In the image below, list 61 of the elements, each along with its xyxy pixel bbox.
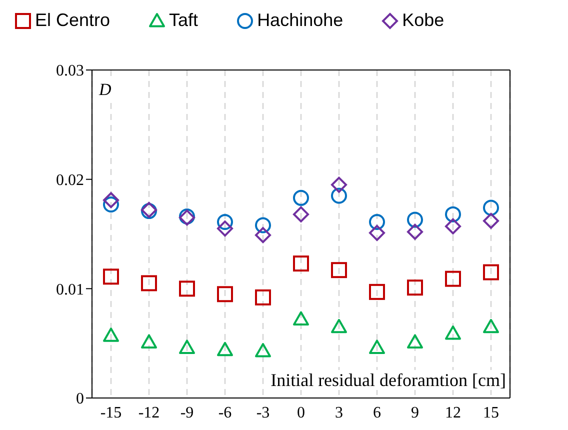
- y-tick-label: 0.03: [56, 62, 84, 80]
- point: [141, 275, 157, 292]
- point: [331, 176, 347, 193]
- point: [255, 217, 271, 234]
- legend-label: Kobe: [401, 10, 444, 31]
- point: [293, 206, 309, 222]
- point: [103, 192, 119, 208]
- point: [445, 270, 461, 287]
- point: [293, 190, 309, 206]
- point: [179, 340, 195, 354]
- point: [255, 227, 271, 244]
- point: [293, 311, 309, 326]
- point: [445, 325, 461, 340]
- point: [331, 262, 347, 278]
- y-tick-label: 0.02: [56, 172, 84, 190]
- x-tick-label: 12: [445, 404, 461, 422]
- x-tick-label: 15: [483, 404, 499, 422]
- point: [483, 318, 499, 334]
- point: [407, 224, 423, 240]
- x-tick-label: -9: [180, 404, 194, 422]
- annotation: D: [98, 80, 112, 100]
- legend-label: Hachinohe: [256, 10, 344, 31]
- point: [369, 214, 385, 230]
- x-tick-label: 0: [297, 404, 305, 422]
- x-tick-label: -3: [256, 404, 270, 422]
- legend-label: El Centro: [34, 10, 110, 31]
- point: [255, 342, 271, 358]
- point: [407, 280, 423, 296]
- point: [483, 200, 499, 216]
- point: [331, 318, 347, 334]
- point: [369, 224, 385, 241]
- point: [217, 286, 233, 302]
- point: [103, 196, 119, 212]
- point: [407, 212, 423, 228]
- x-tick-label: 6: [373, 404, 381, 422]
- point: [103, 328, 119, 342]
- x-tick-label: -6: [218, 404, 232, 422]
- point: [369, 340, 385, 354]
- point: [217, 214, 233, 230]
- point: [445, 218, 461, 234]
- point: [179, 280, 195, 297]
- point: [483, 264, 499, 280]
- x-tick-label: 9: [411, 404, 419, 422]
- x-tick-label: -12: [138, 404, 160, 422]
- y-tick-label: 0: [76, 390, 84, 408]
- point: [369, 284, 385, 300]
- point: [217, 220, 233, 237]
- x-axis-title: Initial residual deforamtion [cm]: [268, 370, 508, 390]
- y-tick-label: 0.01: [56, 281, 84, 298]
- point: [407, 334, 423, 348]
- x-tick-label: -15: [100, 404, 122, 422]
- point: [445, 206, 461, 222]
- point: [141, 334, 157, 348]
- x-tick-label: 3: [335, 404, 343, 422]
- point: [255, 289, 271, 306]
- point: [217, 342, 233, 356]
- point: [293, 256, 309, 272]
- point: [483, 212, 499, 229]
- point: [331, 188, 347, 204]
- point: [103, 268, 119, 285]
- legend-label: Taft: [168, 10, 198, 31]
